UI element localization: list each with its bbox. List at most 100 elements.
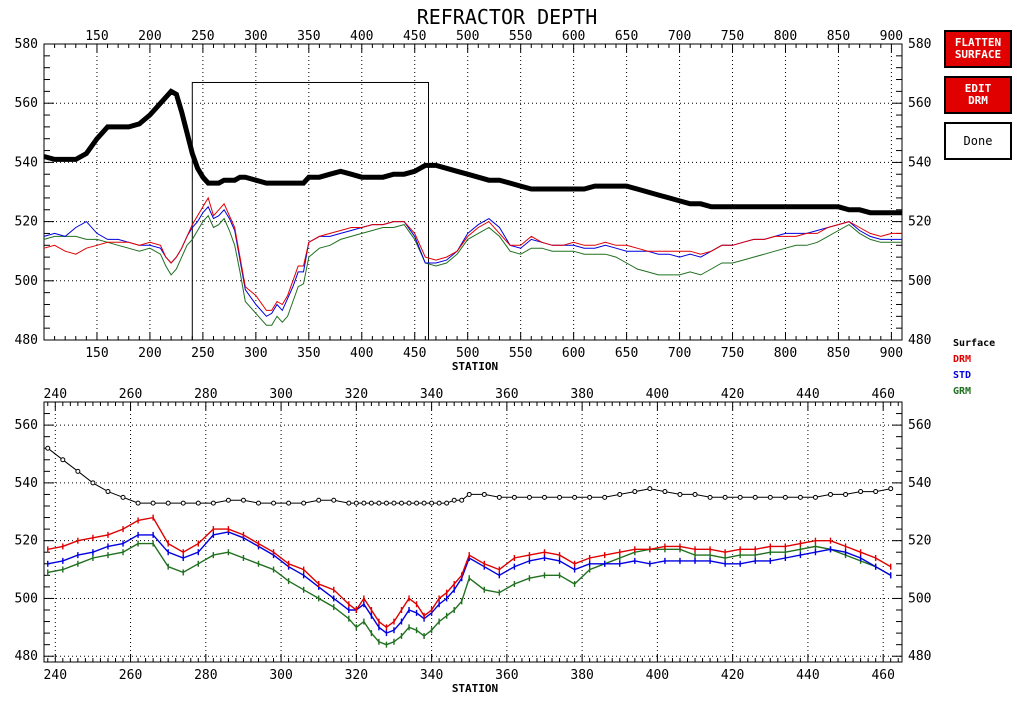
plot-panel-1	[43, 43, 903, 341]
point-surface	[722, 494, 728, 500]
point-surface	[602, 494, 608, 500]
x-tick-label: 200	[138, 29, 161, 44]
point-surface	[647, 486, 653, 492]
legend-surface: Surface	[953, 338, 996, 349]
x-tick-label: 420	[721, 387, 744, 402]
x-tick-label: 850	[827, 29, 850, 44]
y-tick-label: 580	[15, 37, 38, 52]
x-tick-label: 460	[871, 668, 894, 683]
point-surface	[828, 491, 833, 497]
y-tick-label: 580	[908, 37, 931, 52]
x-tick-label: 240	[44, 668, 67, 683]
x-tick-label: 150	[85, 346, 108, 361]
y-tick-label: 480	[15, 333, 38, 348]
x-tick-label: 320	[345, 387, 368, 402]
point-surface	[572, 494, 578, 500]
point-surface	[353, 500, 359, 506]
point-surface	[331, 497, 337, 503]
point-surface	[414, 500, 420, 506]
y-tick-label: 500	[908, 274, 931, 289]
legend-grm: GRM	[953, 386, 972, 397]
x-tick-label: 260	[119, 387, 142, 402]
x-tick-label: 300	[244, 346, 267, 361]
plot-frame	[43, 401, 903, 663]
x-tick-label: 400	[350, 29, 373, 44]
legend-std: STD	[953, 370, 972, 381]
x-tick-label: 700	[668, 346, 691, 361]
y-tick-label: 560	[15, 96, 38, 111]
y-tick-label: 500	[15, 274, 38, 289]
x-tick-label: 450	[403, 346, 426, 361]
y-tick-label: 500	[15, 591, 38, 606]
y-tick-label: 480	[15, 649, 38, 664]
y-tick-label: 500	[908, 591, 931, 606]
y-tick-label: 540	[908, 476, 931, 491]
x-tick-label: 280	[194, 387, 217, 402]
point-surface	[361, 500, 367, 506]
point-surface	[812, 494, 818, 500]
y-tick-label: 480	[908, 649, 931, 664]
point-surface	[873, 489, 879, 495]
x-tick-label: 900	[880, 29, 903, 44]
point-surface	[240, 497, 246, 503]
point-surface	[195, 500, 201, 506]
point-surface	[496, 494, 502, 500]
point-surface	[752, 494, 758, 500]
x-tick-label: 200	[138, 346, 161, 361]
x-tick-label: 300	[244, 29, 267, 44]
point-surface	[707, 494, 713, 500]
y-tick-label: 480	[908, 333, 931, 348]
point-surface	[444, 500, 450, 506]
point-surface	[316, 497, 322, 503]
point-surface	[406, 500, 412, 506]
zoom-box	[191, 81, 430, 341]
y-tick-label: 520	[908, 534, 931, 549]
point-surface	[737, 494, 743, 500]
point-surface	[256, 500, 261, 506]
legend: Surface DRM STD GRM	[953, 336, 995, 400]
y-tick-label: 520	[908, 215, 931, 230]
point-surface	[165, 500, 171, 506]
point-surface	[286, 500, 292, 506]
point-surface	[135, 500, 141, 506]
x-tick-label: 380	[570, 668, 593, 683]
y-tick-label: 560	[15, 418, 38, 433]
point-surface	[271, 500, 277, 506]
point-surface	[301, 500, 307, 506]
x-tick-label: 340	[420, 668, 443, 683]
y-tick-label: 540	[908, 155, 931, 170]
point-surface	[399, 500, 404, 506]
x-tick-label: 260	[119, 668, 142, 683]
chart-title: REFRACTOR DEPTH	[417, 5, 598, 29]
y-tick-label: 520	[15, 534, 38, 549]
x-axis-label: STATION	[452, 360, 498, 373]
x-tick-label: 650	[615, 346, 638, 361]
x-tick-label: 320	[345, 668, 368, 683]
point-surface	[150, 500, 156, 506]
point-surface	[858, 489, 864, 495]
x-tick-label: 400	[350, 346, 373, 361]
edit-drm-button[interactable]: EDIT DRM	[944, 76, 1012, 114]
point-surface	[75, 468, 81, 474]
flatten-surface-button[interactable]: FLATTEN SURFACE	[944, 30, 1012, 68]
x-tick-label: 420	[721, 668, 744, 683]
x-axis-label: STATION	[452, 682, 498, 695]
x-tick-label: 750	[721, 29, 744, 44]
point-surface	[105, 489, 111, 495]
x-tick-label: 380	[570, 387, 593, 402]
point-surface	[617, 491, 623, 497]
point-surface	[797, 494, 803, 500]
x-tick-label: 500	[456, 29, 479, 44]
x-tick-label: 350	[297, 346, 320, 361]
plot-panel-2	[43, 401, 903, 663]
point-surface	[526, 494, 532, 500]
x-tick-label: 360	[495, 387, 518, 402]
x-tick-label: 440	[796, 668, 819, 683]
done-button[interactable]: Done	[944, 122, 1012, 160]
legend-drm: DRM	[953, 354, 972, 365]
point-surface	[888, 486, 894, 492]
x-tick-label: 600	[562, 346, 585, 361]
x-tick-label: 240	[44, 387, 67, 402]
point-surface	[45, 445, 51, 451]
